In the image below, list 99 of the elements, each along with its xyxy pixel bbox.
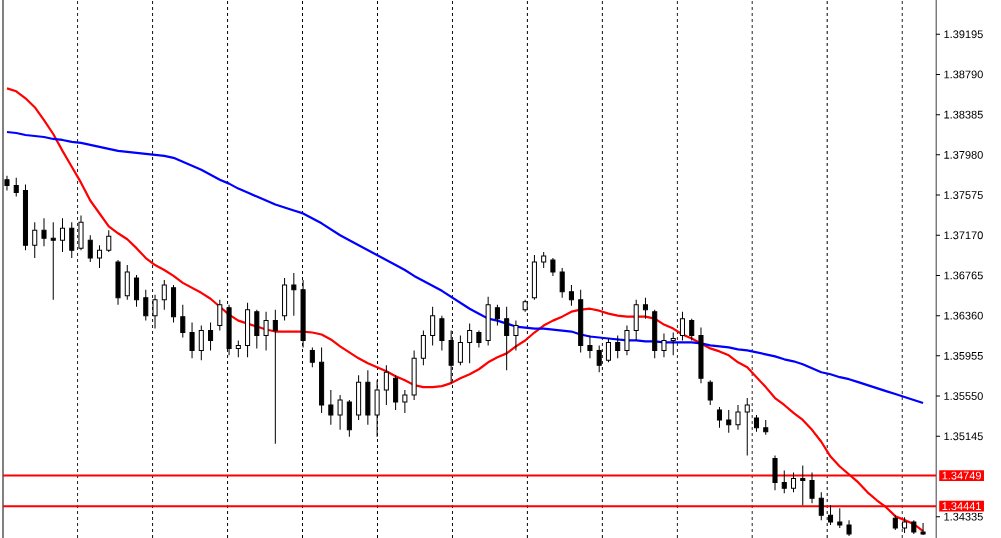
candlestick	[87, 234, 93, 263]
y-tick-label: 1.39195	[944, 30, 983, 39]
candlestick	[171, 284, 177, 324]
y-tick-label: 1.36360	[944, 311, 983, 320]
candlestick	[319, 346, 325, 414]
ref-line-label: 1.34749	[942, 471, 981, 480]
candlestick	[892, 514, 898, 531]
candlestick	[559, 267, 565, 299]
candlestick	[22, 184, 29, 251]
candlestick	[605, 337, 611, 363]
y-tick-label: 1.35550	[944, 392, 983, 400]
candlestick	[624, 325, 630, 356]
candlestick	[41, 217, 47, 247]
candlestick	[309, 346, 315, 368]
candlestick	[679, 311, 686, 341]
candlestick	[50, 221, 56, 301]
candlestick	[365, 369, 371, 426]
candlestick	[550, 257, 556, 277]
candlestick	[587, 335, 593, 359]
candlestick	[115, 259, 121, 306]
candlestick	[430, 306, 436, 346]
candlestick	[513, 320, 519, 351]
candlestick	[235, 339, 241, 358]
candlestick	[420, 330, 426, 366]
candlestick	[615, 335, 621, 359]
candlestick	[124, 264, 130, 301]
candlestick	[772, 455, 778, 491]
candlestick	[143, 289, 149, 322]
candlestick	[411, 349, 417, 401]
candlestick	[698, 327, 704, 384]
candlestick	[735, 404, 741, 431]
candlestick	[282, 277, 288, 322]
candlestick	[504, 306, 510, 371]
candlestick	[32, 221, 38, 259]
y-tick-label: 1.35955	[944, 351, 983, 360]
candlestick	[180, 304, 186, 338]
candlestick	[245, 302, 251, 358]
candlestick	[272, 309, 278, 445]
candlestick	[911, 519, 917, 535]
candlestick	[476, 330, 482, 348]
candlestick	[763, 419, 769, 436]
candlestick	[346, 399, 352, 438]
candlestick	[161, 279, 167, 311]
candlestick	[374, 379, 380, 438]
candlestick	[217, 299, 223, 332]
candlestick	[726, 409, 732, 434]
candlestick	[393, 374, 399, 411]
candlestick	[457, 335, 463, 366]
candlestick	[291, 272, 297, 317]
candlestick	[541, 251, 547, 269]
candlestick	[920, 522, 926, 536]
candlestick	[198, 325, 204, 361]
candlestick	[846, 519, 852, 537]
y-tick-label: 1.38385	[944, 110, 983, 119]
y-tick-label: 1.38790	[944, 70, 983, 79]
y-tick-label: 1.36765	[944, 271, 983, 280]
candlestick	[69, 221, 75, 259]
candlestick	[328, 389, 334, 426]
candlestick	[800, 465, 806, 506]
candlestick	[59, 217, 66, 253]
candlestick	[189, 322, 195, 359]
candlestick	[837, 507, 843, 529]
candlestick	[13, 177, 19, 198]
ref-line-label: 1.34441	[942, 502, 981, 511]
candlestick	[689, 318, 695, 341]
candlestick	[467, 323, 473, 364]
candlestick	[744, 397, 750, 457]
candlestick	[781, 470, 787, 494]
candlestick	[578, 289, 584, 353]
candlestick	[809, 471, 815, 504]
candlestick	[254, 309, 260, 349]
candlestick	[642, 297, 648, 320]
y-tick-label: 1.35145	[944, 432, 983, 441]
candlestick	[439, 315, 445, 351]
candlestick	[337, 394, 343, 431]
candlestick	[753, 414, 760, 433]
candlestick	[106, 229, 112, 253]
y-tick-label: 1.34335	[944, 512, 983, 521]
candlestick	[263, 311, 269, 351]
candlestick	[356, 374, 362, 421]
y-tick-label: 1.37575	[944, 191, 983, 199]
y-tick-label: 1.37980	[944, 150, 983, 159]
candlestick	[818, 491, 824, 521]
candlestick	[485, 296, 491, 346]
candlestick	[133, 274, 140, 308]
candlestick	[96, 244, 103, 269]
candlestick	[661, 333, 667, 358]
candlestick	[716, 406, 723, 429]
candlestick	[383, 364, 389, 406]
candlestick	[633, 299, 639, 341]
candlestick	[402, 389, 408, 414]
y-tick-label: 1.37170	[944, 231, 983, 240]
candlestick	[652, 309, 658, 359]
candlestick	[531, 254, 537, 301]
candlestick	[707, 379, 713, 406]
candlestick	[790, 471, 797, 493]
candlestick	[494, 304, 500, 327]
candlestick	[568, 284, 574, 307]
candlestick	[208, 322, 214, 351]
